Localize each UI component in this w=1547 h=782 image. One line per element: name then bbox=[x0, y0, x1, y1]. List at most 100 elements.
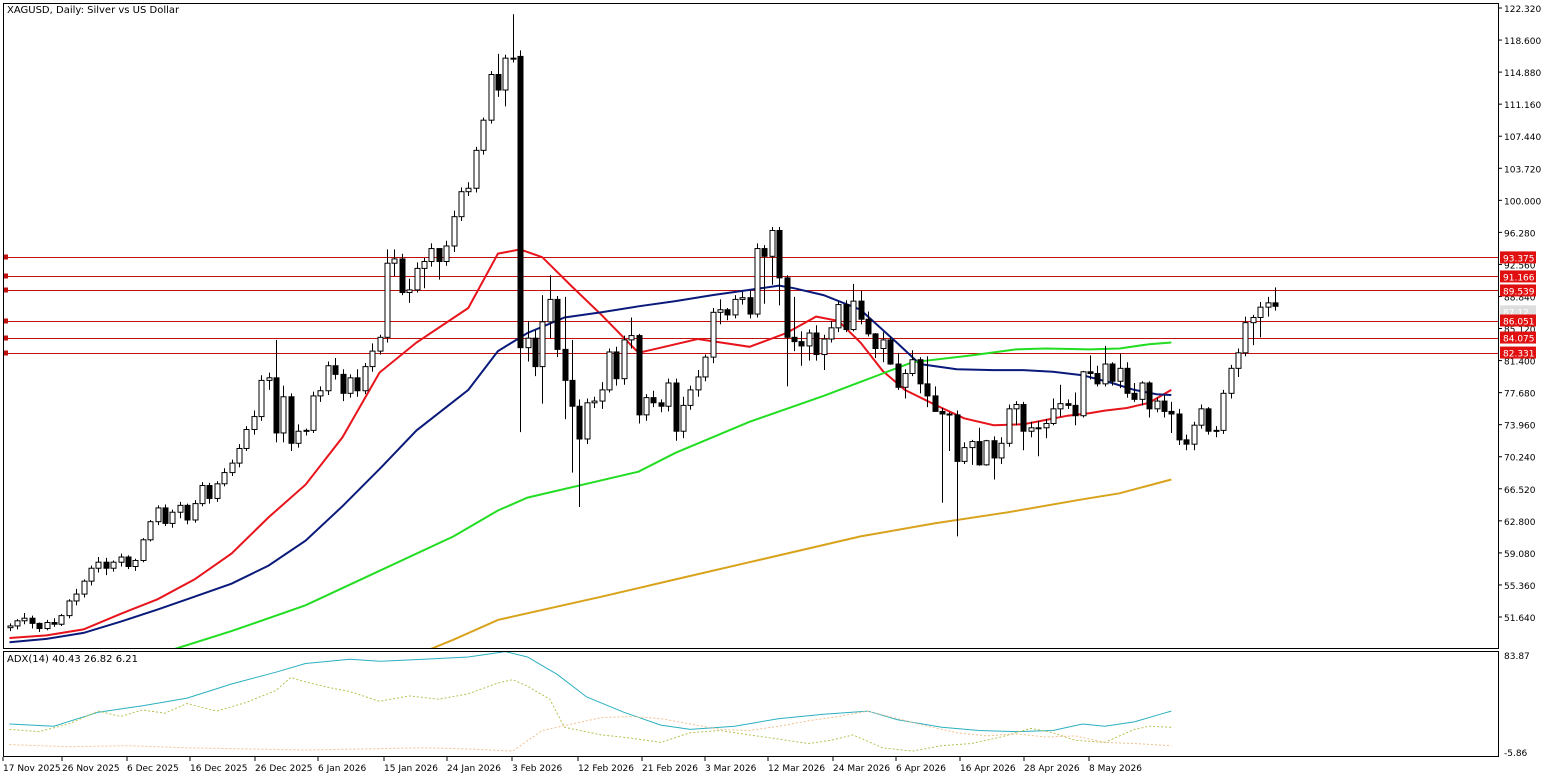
candle-body bbox=[1020, 404, 1027, 432]
price-tick-label: 103.720 bbox=[1504, 165, 1541, 175]
time-tick-label: 3 Mar 2026 bbox=[705, 764, 757, 774]
candle-body bbox=[917, 359, 924, 385]
candle-body bbox=[1006, 408, 1013, 444]
price-tick-label: 85.120 bbox=[1504, 326, 1536, 336]
candle-body bbox=[288, 396, 295, 444]
level-label: 91.166 bbox=[1503, 273, 1535, 283]
candle-body bbox=[887, 339, 894, 365]
level-label: 93.375 bbox=[1503, 254, 1535, 264]
candle-body bbox=[206, 485, 213, 499]
candle-body bbox=[480, 119, 487, 151]
candle-body bbox=[391, 258, 398, 264]
level-label-box bbox=[1500, 314, 1536, 327]
candle-body bbox=[147, 521, 154, 541]
candle-body bbox=[895, 363, 902, 388]
candle-body bbox=[591, 400, 598, 404]
candle-body bbox=[1198, 408, 1205, 426]
candle-body bbox=[399, 258, 406, 294]
candle-body bbox=[784, 277, 791, 338]
time-tick-label: 6 Jan 2026 bbox=[318, 764, 366, 774]
candle-body bbox=[177, 504, 184, 513]
candle-body bbox=[821, 338, 828, 356]
time-tick-label: 3 Feb 2026 bbox=[512, 764, 563, 774]
candle-body bbox=[1028, 427, 1035, 432]
current-price-box bbox=[1500, 305, 1536, 318]
candle-body bbox=[495, 74, 502, 91]
candle-body bbox=[103, 561, 110, 569]
candle-body bbox=[584, 402, 591, 440]
candle-body bbox=[14, 620, 21, 627]
candle-body bbox=[806, 332, 813, 347]
candle-body bbox=[1117, 367, 1124, 382]
candle-body bbox=[939, 410, 946, 415]
price-tick-label: 107.440 bbox=[1504, 133, 1541, 143]
candle-body bbox=[1257, 306, 1264, 318]
candle-body bbox=[946, 413, 953, 416]
candle-body bbox=[95, 561, 102, 569]
candle-body bbox=[303, 429, 310, 432]
candle-body bbox=[280, 396, 287, 434]
candle-body bbox=[1265, 302, 1272, 308]
candle-body bbox=[747, 297, 754, 315]
level-label: 89.539 bbox=[1503, 287, 1535, 297]
candle-body bbox=[643, 397, 650, 416]
candle-body bbox=[680, 404, 687, 432]
candle-body bbox=[1065, 403, 1072, 406]
candle-body bbox=[295, 430, 302, 444]
chart-title: XAGUSD, Daily: Silver vs US Dollar bbox=[7, 5, 180, 16]
candle-body bbox=[443, 245, 450, 262]
candle-body bbox=[221, 472, 228, 485]
candle-body bbox=[458, 191, 465, 218]
candle-body bbox=[29, 617, 36, 624]
candle-body bbox=[1235, 352, 1242, 369]
candle-body bbox=[636, 335, 643, 416]
candle-body bbox=[798, 341, 805, 347]
candle-body bbox=[1213, 429, 1220, 432]
time-tick-label: 21 Feb 2026 bbox=[642, 764, 698, 774]
price-tick-label: 70.240 bbox=[1504, 454, 1536, 464]
level-marker bbox=[4, 318, 8, 324]
candle-body bbox=[7, 625, 14, 629]
candle-body bbox=[599, 389, 606, 402]
candle-body bbox=[325, 365, 332, 392]
candle-body bbox=[606, 351, 613, 391]
candle-body bbox=[406, 289, 413, 294]
candle-body bbox=[983, 440, 990, 466]
candle-body bbox=[273, 377, 280, 434]
current-price-label: 87.12 bbox=[1503, 308, 1529, 318]
moving-average-line bbox=[9, 284, 1172, 644]
candle-body bbox=[532, 337, 539, 368]
price-tick-label: 111.160 bbox=[1504, 101, 1541, 111]
candle-body bbox=[880, 339, 887, 350]
candle-body bbox=[1183, 439, 1190, 445]
candle-body bbox=[569, 379, 576, 407]
candle-body bbox=[451, 216, 458, 247]
candle-body bbox=[813, 332, 820, 356]
adx-tick-label: -5.86 bbox=[1504, 749, 1528, 759]
candle-body bbox=[21, 617, 28, 622]
candle-body bbox=[132, 559, 139, 568]
candle-body bbox=[377, 336, 384, 352]
adx-title: ADX(14) 40.43 26.82 6.21 bbox=[7, 654, 138, 665]
moving-average-line bbox=[174, 341, 1172, 648]
candle-body bbox=[1087, 371, 1094, 375]
level-label-box bbox=[1500, 346, 1536, 359]
time-tick-label: 28 Apr 2026 bbox=[1024, 764, 1080, 774]
time-tick-label: 6 Apr 2026 bbox=[896, 764, 946, 774]
candle-body bbox=[266, 377, 273, 381]
candle-body bbox=[414, 267, 421, 291]
candle-body bbox=[1161, 400, 1168, 412]
level-label-box bbox=[1500, 251, 1536, 264]
candle-body bbox=[621, 339, 628, 380]
time-tick-label: 12 Mar 2026 bbox=[768, 764, 825, 774]
candle-body bbox=[769, 229, 776, 257]
candle-body bbox=[354, 377, 361, 392]
candle-body bbox=[828, 327, 835, 340]
candle-body bbox=[1242, 322, 1249, 354]
candle-body bbox=[539, 321, 546, 368]
price-tick-label: 114.880 bbox=[1504, 69, 1541, 79]
time-tick-label: 16 Dec 2025 bbox=[190, 764, 248, 774]
level-label-box bbox=[1500, 270, 1536, 283]
